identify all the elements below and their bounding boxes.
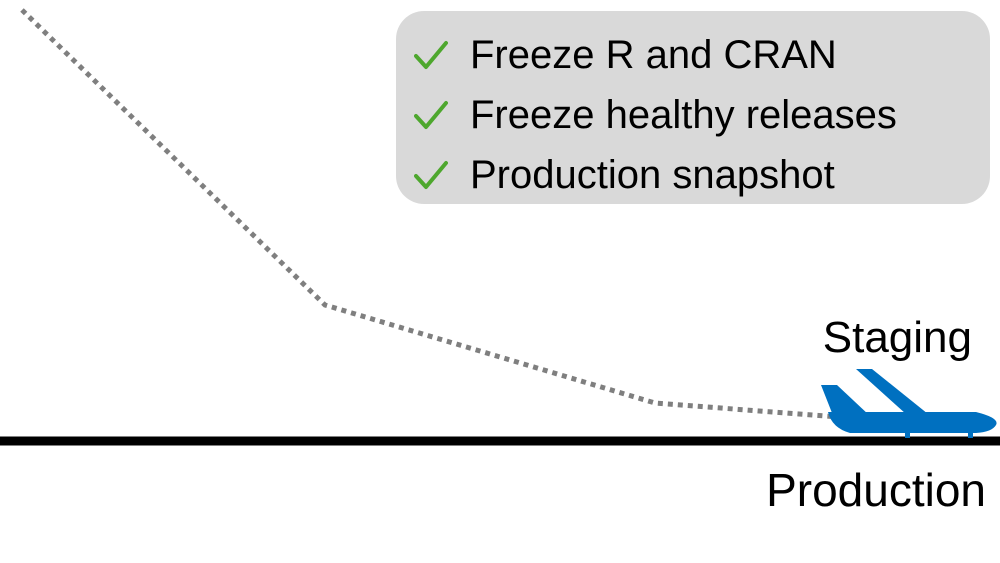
checkmark-icon [414,101,448,129]
checklist-item: Freeze R and CRAN [414,25,990,85]
airplane-icon [821,369,997,438]
checklist-item: Production snapshot [414,145,990,205]
production-label: Production [766,464,986,516]
checkmark-icon [414,41,448,69]
checklist-item: Freeze healthy releases [414,85,990,145]
checklist-item-label: Freeze healthy releases [470,93,897,137]
checklist-panel: Freeze R and CRAN Freeze healthy release… [396,11,990,204]
checklist-item-label: Freeze R and CRAN [470,33,837,77]
descent-path-dotted-line [20,8,839,420]
checklist-item-label: Production snapshot [470,153,835,197]
checkmark-icon [414,161,448,189]
staging-label: Staging [822,313,972,362]
